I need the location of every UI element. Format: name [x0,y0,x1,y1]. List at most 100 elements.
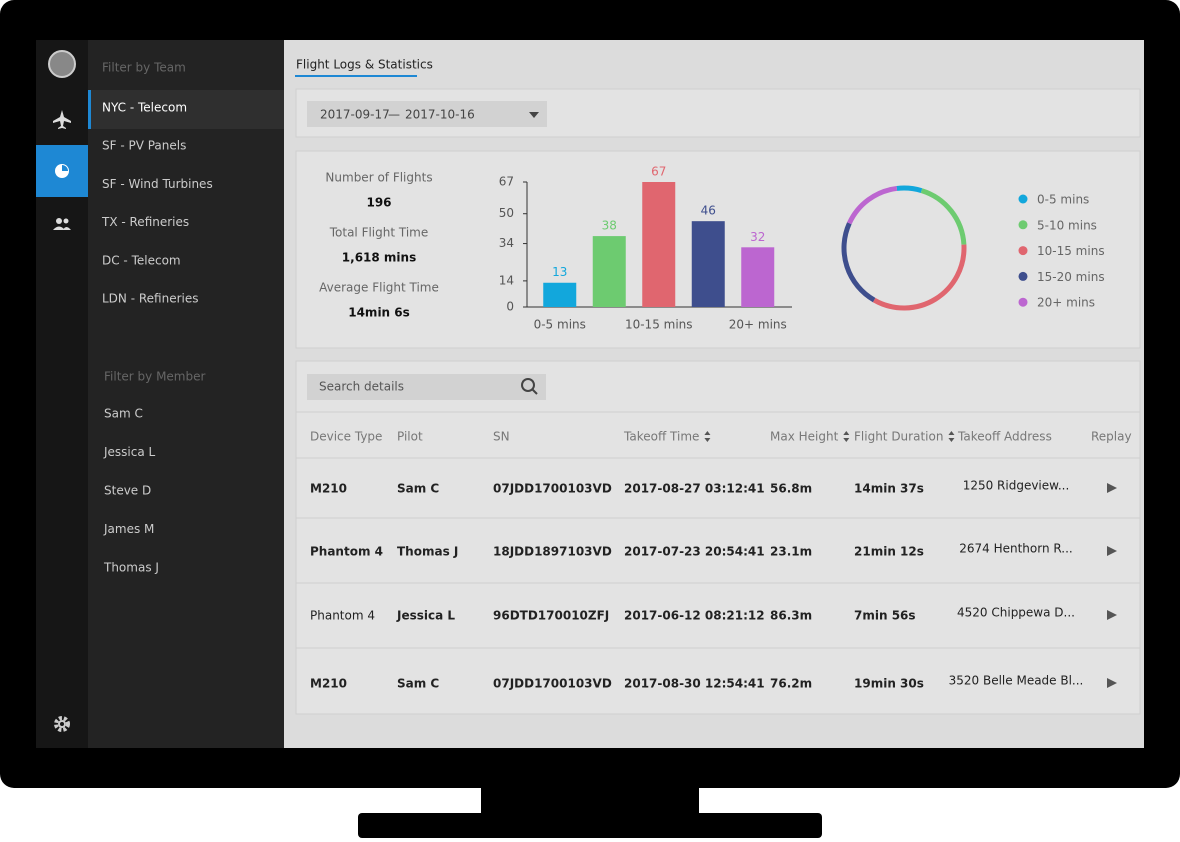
table-cell: M210 [310,482,347,496]
date-end: 2017-10-16 [405,108,475,122]
column-header: Pilot [397,430,423,444]
table-cell: Sam C [397,482,439,496]
member-item[interactable]: Sam C [104,407,143,421]
value-label: 32 [750,230,765,244]
table-cell: Thomas J [397,545,458,559]
stat-value: 14min 6s [348,306,410,320]
replay-button[interactable] [1107,610,1117,620]
bar[interactable] [543,282,577,307]
stand-base [358,813,822,838]
team-item[interactable]: DC - Telecom [102,253,181,267]
table-cell: 4520 Chippewa D... [957,606,1075,620]
team-item[interactable]: LDN - Refineries [102,292,199,306]
table-cell: 21min 12s [854,545,924,559]
legend-label: 20+ mins [1037,296,1095,310]
member-item[interactable]: Steve D [104,484,151,498]
settings-icon[interactable] [54,716,70,732]
column-header: Replay [1091,430,1132,444]
legend-swatch [1018,271,1028,281]
bar[interactable] [592,236,626,307]
active-team [88,90,284,129]
x-tick-label: 0-5 mins [534,318,586,332]
flights-icon[interactable] [53,110,71,129]
table-cell: 86.3m [770,609,812,623]
table-cell: 2017-06-12 08:21:12 [624,609,765,623]
y-tick-label: 50 [499,206,514,220]
search-icon[interactable] [521,378,535,392]
donut-segment[interactable] [841,222,876,303]
stat-label: Average Flight Time [319,281,439,295]
replay-button[interactable] [1107,546,1117,556]
value-label: 13 [552,265,567,279]
active-team-marker [88,90,91,129]
donut-segment[interactable] [896,185,923,194]
table-cell: 1250 Ridgeview... [963,479,1070,493]
stats-icon-slice [62,165,68,171]
x-tick-label: 20+ mins [729,318,787,332]
bar[interactable] [691,221,725,307]
logo [48,50,76,78]
sidebar [88,40,284,748]
team-item[interactable]: SF - Wind Turbines [102,177,213,191]
search-placeholder[interactable]: Search details [319,380,404,394]
date-separator: — [388,108,400,122]
bar[interactable] [741,247,775,307]
table-cell: 96DTD170010ZFJ [493,609,609,623]
column-header[interactable]: Max Height [770,430,839,444]
table-cell: 07JDD1700103VD [493,677,612,691]
table-cell: 07JDD1700103VD [493,482,612,496]
sort-icon[interactable] [704,431,711,442]
legend-label: 5-10 mins [1037,218,1097,232]
replay-button[interactable] [1107,483,1117,493]
column-header: Device Type [310,430,382,444]
legend-label: 15-20 mins [1037,270,1105,284]
donut-segment[interactable] [920,188,967,245]
sort-icon[interactable] [843,431,850,442]
member-item[interactable]: James M [103,522,154,536]
value-label: 67 [651,165,666,179]
stat-label: Number of Flights [325,171,432,185]
date-start: 2017-09-17 [320,108,390,122]
table-cell: 23.1m [770,545,812,559]
members-icon[interactable] [53,218,71,230]
x-tick-label: 10-15 mins [625,318,693,332]
filter-label: Filter by Member [104,370,205,384]
legend-swatch [1018,220,1028,230]
column-header: Takeoff Address [957,430,1052,444]
donut-segment[interactable] [847,185,898,225]
dropdown-arrow [529,112,539,118]
y-tick-label: 0 [506,300,514,314]
donut-segment[interactable] [872,244,967,311]
team-item[interactable]: SF - PV Panels [102,139,186,153]
table-cell: 2017-07-23 20:54:41 [624,545,765,559]
tab[interactable]: Flight Logs & Statistics [296,58,433,72]
member-item[interactable]: Thomas J [103,561,159,575]
table-cell: Sam C [397,677,439,691]
table-cell: 2017-08-30 12:54:41 [624,677,765,691]
table-cell: 76.2m [770,677,812,691]
y-tick-label: 34 [499,236,514,250]
search-box[interactable] [307,374,546,400]
legend-label: 0-5 mins [1037,193,1089,207]
bar[interactable] [642,182,676,307]
search-icon-handle [531,388,538,395]
table-cell: 7min 56s [854,609,916,623]
replay-button[interactable] [1107,678,1117,688]
value-label: 38 [602,219,617,233]
stat-label: Total Flight Time [329,226,429,240]
table-cell: 18JDD1897103VD [493,545,612,559]
value-label: 46 [701,204,716,218]
column-header[interactable]: Flight Duration [854,430,943,444]
sort-icon[interactable] [948,431,955,442]
table-cell: 19min 30s [854,677,924,691]
legend-label: 10-15 mins [1037,244,1105,258]
team-item[interactable]: TX - Refineries [101,215,189,229]
date-picker[interactable] [307,101,547,127]
table-cell: M210 [310,677,347,691]
column-header[interactable]: Takeoff Time [623,430,699,444]
stand-neck [481,787,699,814]
member-item[interactable]: Jessica L [103,445,156,459]
legend-swatch [1018,194,1028,204]
team-item[interactable]: NYC - Telecom [102,101,187,115]
legend-swatch [1018,246,1028,256]
